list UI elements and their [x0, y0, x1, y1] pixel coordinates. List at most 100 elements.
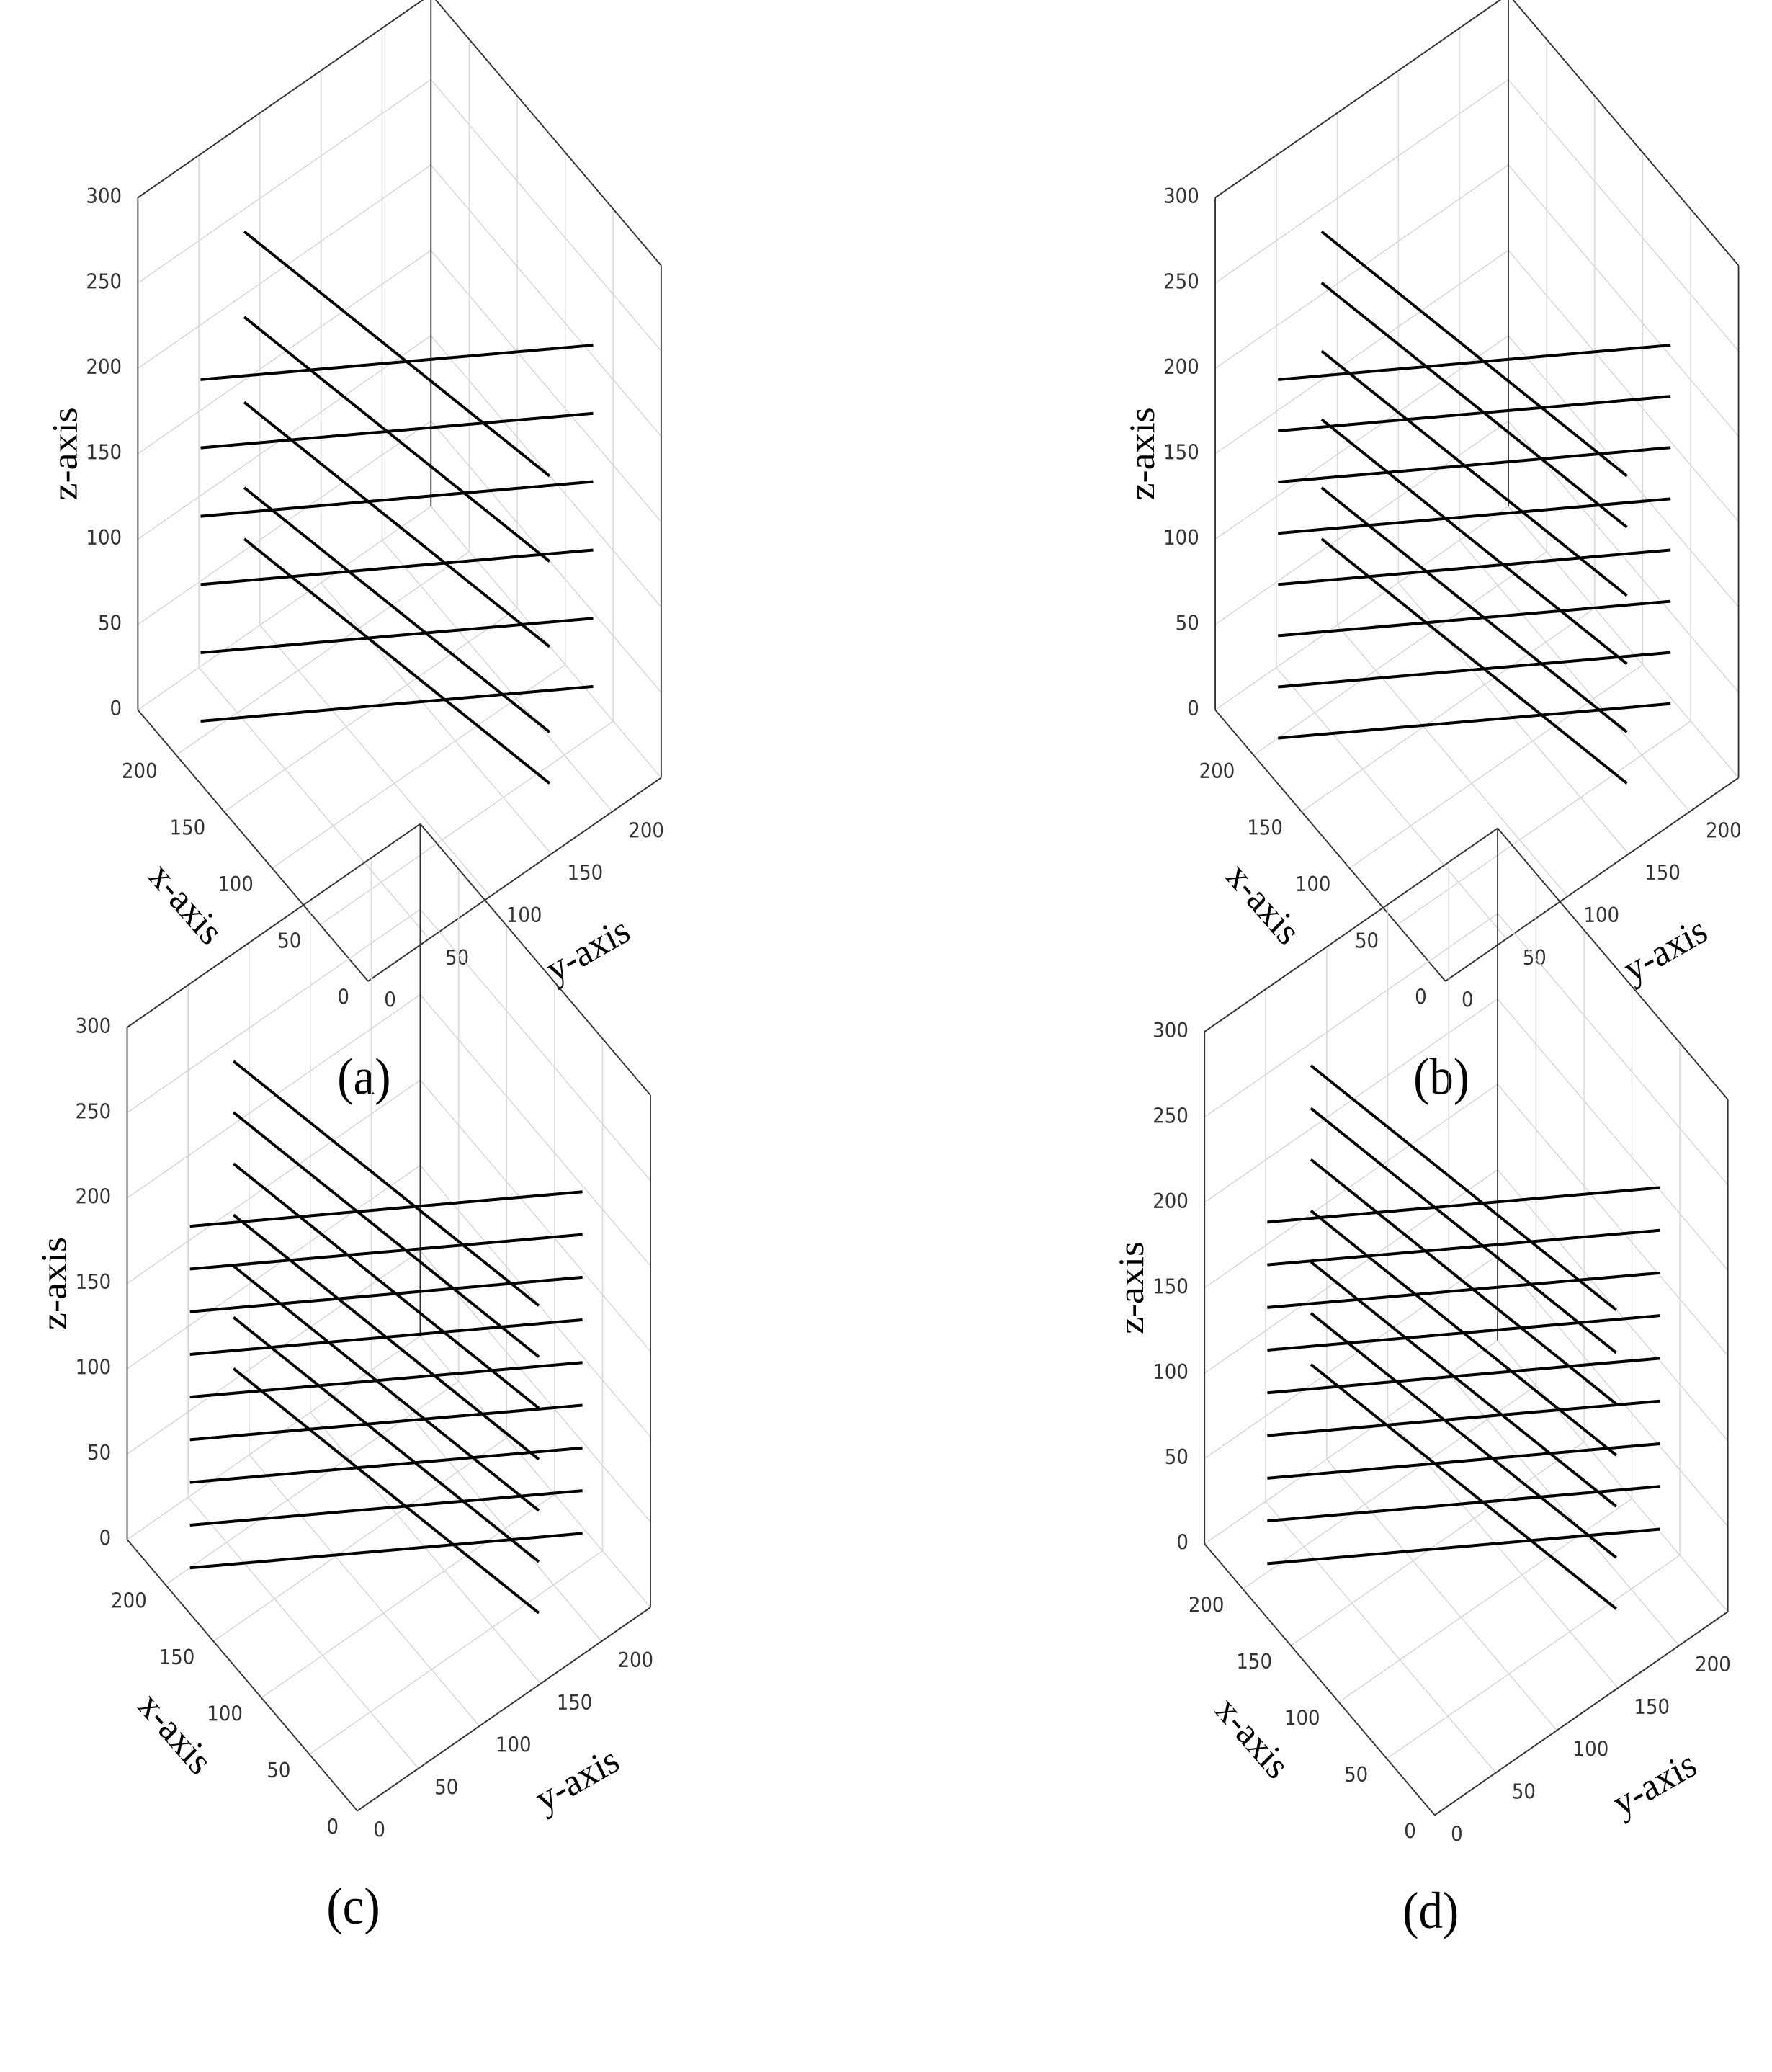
x-axis-label: x-axis [141, 854, 231, 953]
z-tick-label: 100 [86, 527, 122, 550]
grid-line [1497, 1254, 1729, 1527]
trajectory [1320, 537, 1628, 785]
trajectory [233, 1264, 540, 1512]
z-tick-label: 200 [1153, 1190, 1189, 1213]
axis-edge [1214, 0, 1502, 199]
y-axis-label: y-axis [1606, 1743, 1703, 1825]
axis-edge [126, 1539, 358, 1812]
y-tick-label: 50 [434, 1777, 458, 1800]
y-tick-label: 200 [617, 1649, 653, 1672]
z-tick-label: 200 [86, 356, 122, 379]
z-tick-label: 0 [110, 697, 122, 720]
grid-line [137, 164, 431, 370]
z-tick-label: 300 [1163, 185, 1199, 208]
trajectory [200, 684, 594, 723]
y-tick-label: 150 [1645, 862, 1681, 885]
trajectory [1310, 1107, 1617, 1354]
trajectory [1278, 651, 1671, 689]
axis-edge [367, 777, 662, 982]
grid-line [430, 420, 662, 693]
trajectory [1320, 486, 1628, 733]
y-tick-label: 200 [1706, 819, 1742, 842]
y-tick-label: 100 [496, 1734, 532, 1757]
x-tick-label: 0 [337, 986, 349, 1009]
grid-line [259, 625, 491, 897]
axis-edge [1434, 1611, 1729, 1816]
trajectory [189, 1233, 583, 1271]
grid-line [1448, 1374, 1680, 1646]
trajectory [1267, 1186, 1660, 1224]
grid-line [319, 720, 614, 926]
trajectory [1267, 1399, 1660, 1437]
trajectory [1310, 1158, 1617, 1406]
x-tick-label: 0 [327, 1816, 339, 1839]
x-axis-label: x-axis [1219, 854, 1308, 953]
grid-line [1349, 664, 1643, 869]
trajectory [243, 537, 551, 785]
y-tick-label: 150 [1634, 1696, 1670, 1719]
grid-line [1508, 79, 1740, 352]
z-tick-label: 250 [1153, 1104, 1189, 1127]
grid-line [1326, 1458, 1557, 1731]
trajectory [1267, 1442, 1660, 1480]
z-tick-label: 0 [99, 1527, 112, 1550]
x-tick-label: 200 [111, 1590, 147, 1613]
x-tick-label: 0 [1404, 1820, 1416, 1843]
y-tick-label: 100 [1583, 904, 1619, 927]
grid-line [1214, 0, 1501, 199]
grid-line [1265, 1501, 1497, 1774]
z-tick-label: 150 [1163, 442, 1199, 465]
trajectory [233, 1060, 540, 1307]
x-tick-label: 50 [277, 929, 301, 952]
z-tick-label: 100 [1153, 1361, 1189, 1384]
trajectory [1267, 1357, 1660, 1395]
trajectory [1320, 349, 1628, 597]
grid-line [1214, 164, 1509, 370]
x-tick-label: 200 [1199, 760, 1235, 783]
y-tick-label: 100 [1573, 1738, 1609, 1761]
grid-line [1508, 335, 1740, 608]
grid-line [430, 249, 662, 522]
trajectory [189, 1190, 583, 1228]
axis-edge [1204, 827, 1498, 1032]
grid-line [272, 664, 566, 869]
grid-line [309, 1550, 603, 1755]
z-tick-label: 0 [1176, 1532, 1189, 1555]
panel-label: (c) [326, 1878, 380, 1936]
z-axis-label: z-axis [1123, 407, 1163, 500]
z-tick-label: 300 [1153, 1019, 1189, 1042]
z-tick-label: 100 [1163, 527, 1199, 550]
x-tick-label: 150 [159, 1646, 195, 1669]
trajectory [200, 411, 594, 450]
grid-line [187, 1496, 419, 1769]
grid-line [430, 506, 662, 779]
panel-label: (a) [337, 1048, 390, 1106]
grid-line [137, 420, 431, 625]
trajectory [243, 230, 551, 478]
grid-line [1459, 540, 1691, 813]
y-axis-label: y-axis [540, 908, 636, 991]
grid-line [137, 249, 431, 455]
grid-line [1214, 79, 1509, 284]
axis-edge [137, 709, 369, 982]
grid-line [419, 1250, 651, 1523]
axis-edge [1214, 709, 1446, 982]
x-tick-label: 200 [122, 760, 158, 783]
trajectory [1320, 418, 1628, 666]
axis-edge [419, 823, 651, 1096]
y-tick-label: 50 [1512, 1781, 1536, 1804]
z-tick-label: 50 [98, 612, 122, 635]
z-tick-label: 150 [76, 1271, 112, 1294]
grid-line [419, 1336, 651, 1608]
z-tick-label: 50 [1176, 612, 1199, 635]
x-tick-label: 150 [1247, 816, 1283, 839]
x-tick-label: 50 [1355, 929, 1379, 952]
z-tick-label: 50 [1165, 1446, 1189, 1469]
grid-line [1497, 999, 1729, 1271]
grid-line [1397, 720, 1691, 926]
x-tick-label: 100 [1295, 873, 1331, 896]
z-tick-label: 50 [87, 1442, 111, 1465]
trajectory [189, 1361, 583, 1399]
z-tick-label: 300 [86, 185, 122, 208]
trajectory [1267, 1271, 1660, 1309]
